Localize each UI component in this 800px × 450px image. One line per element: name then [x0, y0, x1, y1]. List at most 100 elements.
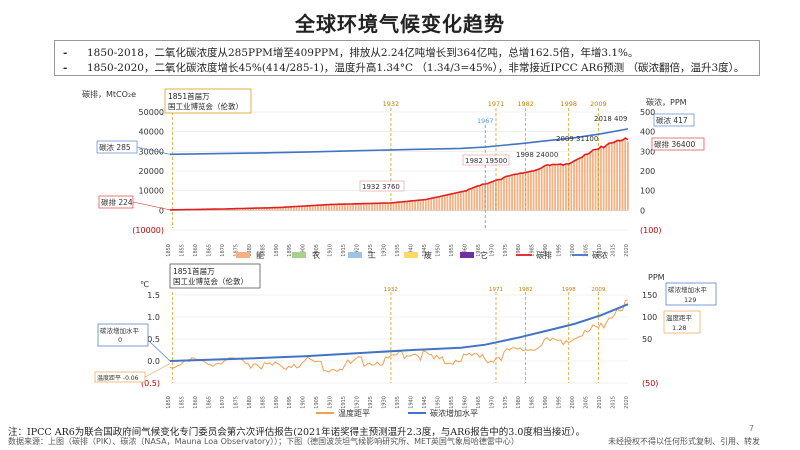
emission-bar [338, 204, 341, 211]
bottom-x-tick: 2015 [611, 396, 617, 409]
emission-bar [451, 193, 454, 211]
emission-bar [497, 179, 500, 211]
b-conc-start-line1: 碳浓增加水平 [100, 326, 140, 335]
e1982-box [462, 154, 510, 166]
emission-bar [478, 185, 481, 211]
top-x-tick: 1855 [179, 244, 185, 257]
emission-bar [298, 206, 301, 211]
bottom-x-tick: 1935 [395, 396, 401, 409]
emission-bar [330, 204, 333, 211]
emission-bar [309, 205, 311, 211]
bottom-x-tick: 1855 [179, 396, 185, 409]
bottom-x-tick: 2005 [584, 396, 590, 409]
top-y-right-tick: 300 [640, 147, 655, 156]
bottom-legend-label: 温度距平 [338, 408, 370, 418]
emission-bar [276, 207, 279, 211]
emission-bar [548, 165, 551, 211]
top-legend-swatch [404, 252, 418, 258]
top-legend-label: 废 [424, 250, 432, 260]
emission-bar [532, 169, 535, 211]
data-source: 数据来源：上图（碳排（PIK）、碳浓（NASA，Mauna Loa Observ… [8, 437, 519, 446]
top-legend-label: 农 [312, 250, 320, 260]
emission-bar [319, 205, 322, 211]
emission-bar [505, 177, 508, 211]
emission-bar [527, 171, 530, 211]
emission-bar [570, 161, 573, 211]
emission-bar [249, 208, 252, 211]
emission-bar [627, 141, 629, 211]
top-x-tick: 1985 [530, 244, 536, 257]
top-legend-label: 工 [368, 251, 376, 260]
bottom-y-left-tick: 0.0 [147, 357, 160, 366]
emission-bar [519, 173, 522, 211]
bottom-year-marker-label: 1998 [562, 287, 576, 293]
bullet-marker: - [63, 62, 68, 74]
emission-bar [360, 203, 363, 211]
emission-bar [354, 203, 357, 211]
top-legend-swatch [460, 252, 474, 258]
emission-bar [357, 203, 360, 211]
e2009-label: 2009 31100 [556, 135, 598, 143]
emission-bar [239, 208, 241, 211]
emission-bar [562, 163, 565, 211]
summary-text-2: 1850-2020，二氧化碳浓度增长45%(414/285-1)，温度升高1.3… [87, 62, 745, 74]
emission-bar [616, 140, 619, 211]
emission-bar [349, 203, 352, 211]
bottom-x-tick: 1955 [449, 396, 455, 409]
conc-end-label: 碳浓 417 [656, 115, 688, 125]
bottom-y-left-tick: (0.5) [141, 379, 160, 388]
emission-bar [500, 178, 503, 211]
emission-bar [381, 203, 384, 211]
emission-bar [362, 203, 365, 211]
emission-bar [433, 197, 435, 211]
top-x-tick: 1915 [341, 244, 347, 257]
emission-bar [573, 160, 575, 211]
top-y-right-tick: 0 [640, 206, 645, 215]
bottom-y-right-tick: 50 [642, 335, 652, 344]
emission-bar [581, 156, 583, 211]
b-temp-start-leader [144, 363, 171, 378]
bottom-y-left-label: ℃ [140, 280, 149, 289]
emission-bar [284, 207, 287, 211]
top-x-tick: 1990 [543, 244, 549, 257]
page-number: 7 [748, 424, 754, 433]
emission-bar [551, 165, 554, 211]
emission-bar [279, 207, 282, 211]
emission-bar [546, 166, 548, 211]
top-legend-label: 碳排 [536, 250, 552, 260]
emission-bar [295, 206, 298, 211]
emission-bar [530, 170, 532, 211]
bottom-x-tick: 1920 [355, 396, 361, 409]
top-callout-line2: 国工业博览会（伦敦） [168, 101, 243, 111]
top-callout-line1: 1851首届万 [168, 91, 210, 101]
bottom-callout-line1: 1851首届万 [173, 266, 215, 276]
emission-bar [311, 205, 314, 211]
emission-bar [306, 205, 309, 211]
emission-bar [516, 174, 519, 211]
bottom-year-marker-label: 1971 [489, 287, 503, 293]
e1932-label: 1932 3760 [362, 183, 400, 191]
emission-bar [346, 204, 349, 211]
conc-end-box [653, 113, 695, 127]
top-y-left-tick: 0 [159, 206, 164, 215]
emission-bar [301, 206, 303, 211]
top-x-tick: 1890 [274, 244, 280, 257]
emission-bar [575, 159, 578, 211]
bottom-x-tick: 1970 [489, 396, 495, 409]
emission-bar [265, 207, 268, 211]
top-callout-box [164, 88, 252, 114]
emission-bar [255, 208, 258, 211]
top-legend-swatch [292, 252, 306, 258]
emission-bar [586, 154, 589, 211]
top-x-tick: 1930 [382, 244, 388, 257]
bottom-x-tick: 1890 [274, 396, 280, 409]
top-y-left-tick: 50000 [139, 108, 164, 117]
emission-bar [459, 191, 462, 211]
emissions-line [169, 137, 629, 211]
emission-bar [578, 158, 581, 211]
emission-bar [457, 192, 460, 211]
top-x-tick: 1965 [476, 244, 482, 257]
top-y-right-tick: 400 [640, 128, 655, 137]
bottom-x-tick: 1975 [503, 396, 509, 409]
